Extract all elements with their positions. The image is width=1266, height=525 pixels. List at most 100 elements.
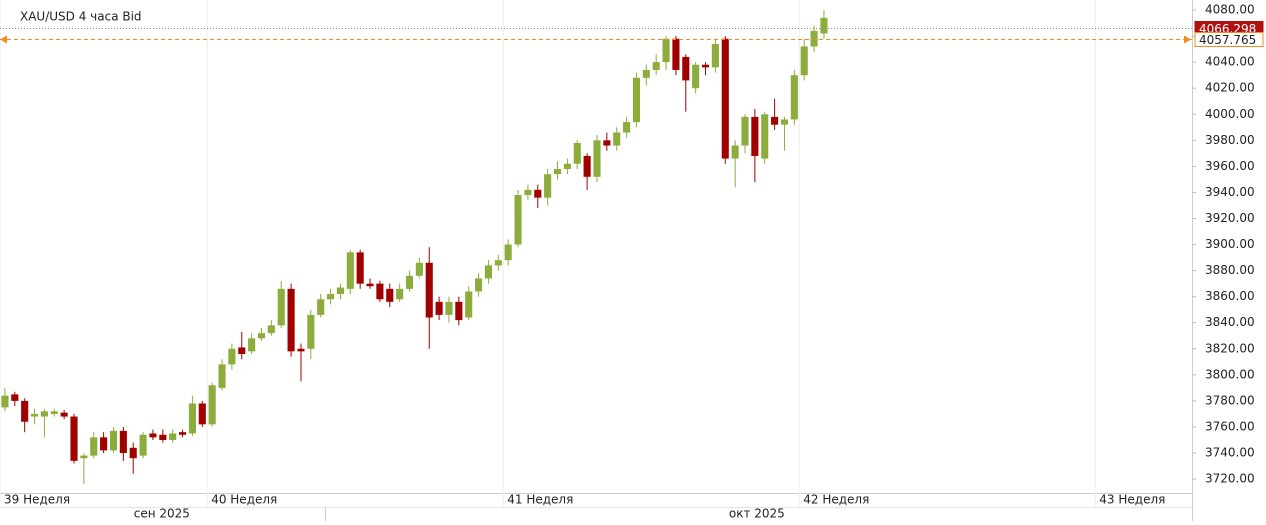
candle-body xyxy=(771,116,779,125)
candle-body xyxy=(632,77,641,123)
y-tick-label: 4080.00 xyxy=(1205,3,1255,17)
candle-body xyxy=(534,189,542,198)
y-tick-label: 3940.00 xyxy=(1205,185,1255,199)
candle-body xyxy=(741,116,749,146)
candle-body xyxy=(672,38,680,70)
y-tick-label: 4020.00 xyxy=(1205,81,1255,95)
candle-body xyxy=(573,142,581,164)
candle-body xyxy=(228,348,236,365)
candle-body xyxy=(80,455,88,459)
candle-body xyxy=(445,301,453,315)
candle-body xyxy=(317,299,325,315)
candle-body xyxy=(248,338,256,352)
candle-body xyxy=(514,195,522,245)
candle-body xyxy=(169,433,177,440)
candle-body xyxy=(386,288,394,302)
candle-body xyxy=(553,168,562,175)
candle-body xyxy=(30,413,39,417)
candle-body xyxy=(435,301,443,315)
candle-body xyxy=(701,64,710,68)
candle-body xyxy=(682,56,690,81)
candle-body xyxy=(11,394,19,401)
candle-body xyxy=(1,395,9,408)
candle-body xyxy=(800,46,808,76)
candle-body xyxy=(544,174,552,198)
month-label: окт 2025 xyxy=(729,507,785,521)
candle-body xyxy=(159,434,167,440)
y-tick-label: 3900.00 xyxy=(1205,237,1255,251)
candle-body xyxy=(484,265,492,279)
y-tick-label: 3800.00 xyxy=(1205,367,1255,381)
month-label: сен 2025 xyxy=(134,507,190,521)
candle-body xyxy=(563,163,571,169)
candle-body xyxy=(405,275,414,289)
candle-body xyxy=(129,447,137,459)
candle-body xyxy=(790,75,798,120)
candle-body xyxy=(583,155,591,177)
candle-body xyxy=(208,385,216,425)
candle-body xyxy=(652,62,660,70)
candle-body xyxy=(623,122,631,133)
candle-body xyxy=(218,364,226,388)
x-tick-label: 42 Неделя xyxy=(803,493,869,507)
candle-body xyxy=(149,433,157,438)
y-tick-label: 3880.00 xyxy=(1205,263,1255,277)
candle-body xyxy=(90,437,98,456)
y-tick-label: 3980.00 xyxy=(1205,133,1255,147)
price-arrow xyxy=(1184,35,1191,44)
candle-body xyxy=(504,244,512,261)
candle-body xyxy=(761,114,769,159)
candle-body xyxy=(60,412,68,417)
candle-body xyxy=(188,403,196,434)
candle-body xyxy=(70,416,78,461)
candle-body xyxy=(662,38,670,63)
price-arrow xyxy=(0,35,7,44)
candle-body xyxy=(475,278,483,292)
y-tick-label: 3840.00 xyxy=(1205,315,1255,329)
candle-body xyxy=(21,400,29,422)
candle-body xyxy=(346,252,354,289)
candle-body xyxy=(820,17,828,34)
candle-body xyxy=(425,262,433,318)
x-tick-label: 39 Неделя xyxy=(4,493,70,507)
chart-title: XAU/USD 4 часа Bid xyxy=(20,10,142,24)
y-tick-label: 3960.00 xyxy=(1205,159,1255,173)
candle-body xyxy=(396,288,404,300)
y-tick-label: 4000.00 xyxy=(1205,107,1255,121)
candle-body xyxy=(109,430,118,451)
candle-body xyxy=(307,314,315,349)
candle-body xyxy=(297,348,305,352)
candle-body xyxy=(376,283,384,300)
candle-body xyxy=(692,64,700,89)
candle-body xyxy=(257,333,266,339)
price-label-box xyxy=(1194,32,1264,47)
candle-body xyxy=(178,432,187,435)
y-tick-label: 3720.00 xyxy=(1205,472,1255,486)
candle-body xyxy=(465,291,473,318)
candle-body xyxy=(327,294,335,300)
candle-body xyxy=(780,119,789,125)
candle-body xyxy=(711,43,719,68)
candle-body xyxy=(603,140,611,146)
y-tick-label: 3780.00 xyxy=(1205,393,1255,407)
candle-body xyxy=(139,434,147,456)
y-tick-label: 3740.00 xyxy=(1205,446,1255,460)
candle-body xyxy=(613,132,621,146)
x-tick-label: 41 Неделя xyxy=(507,493,573,507)
candle-body xyxy=(198,403,206,425)
candle-body xyxy=(287,288,295,352)
candle-body xyxy=(455,301,463,321)
candle-body xyxy=(50,411,58,414)
y-tick-label: 4040.00 xyxy=(1205,55,1255,69)
candle-body xyxy=(721,38,729,159)
y-tick-label: 3820.00 xyxy=(1205,341,1255,355)
x-tick-label: 40 Неделя xyxy=(211,493,277,507)
candle-body xyxy=(336,287,344,295)
candle-body xyxy=(40,411,48,417)
candle-body xyxy=(642,69,650,78)
price-label: 4057.765 xyxy=(1199,33,1256,47)
candle-body xyxy=(366,283,374,287)
candle-body xyxy=(356,252,364,284)
candle-body xyxy=(277,288,285,326)
